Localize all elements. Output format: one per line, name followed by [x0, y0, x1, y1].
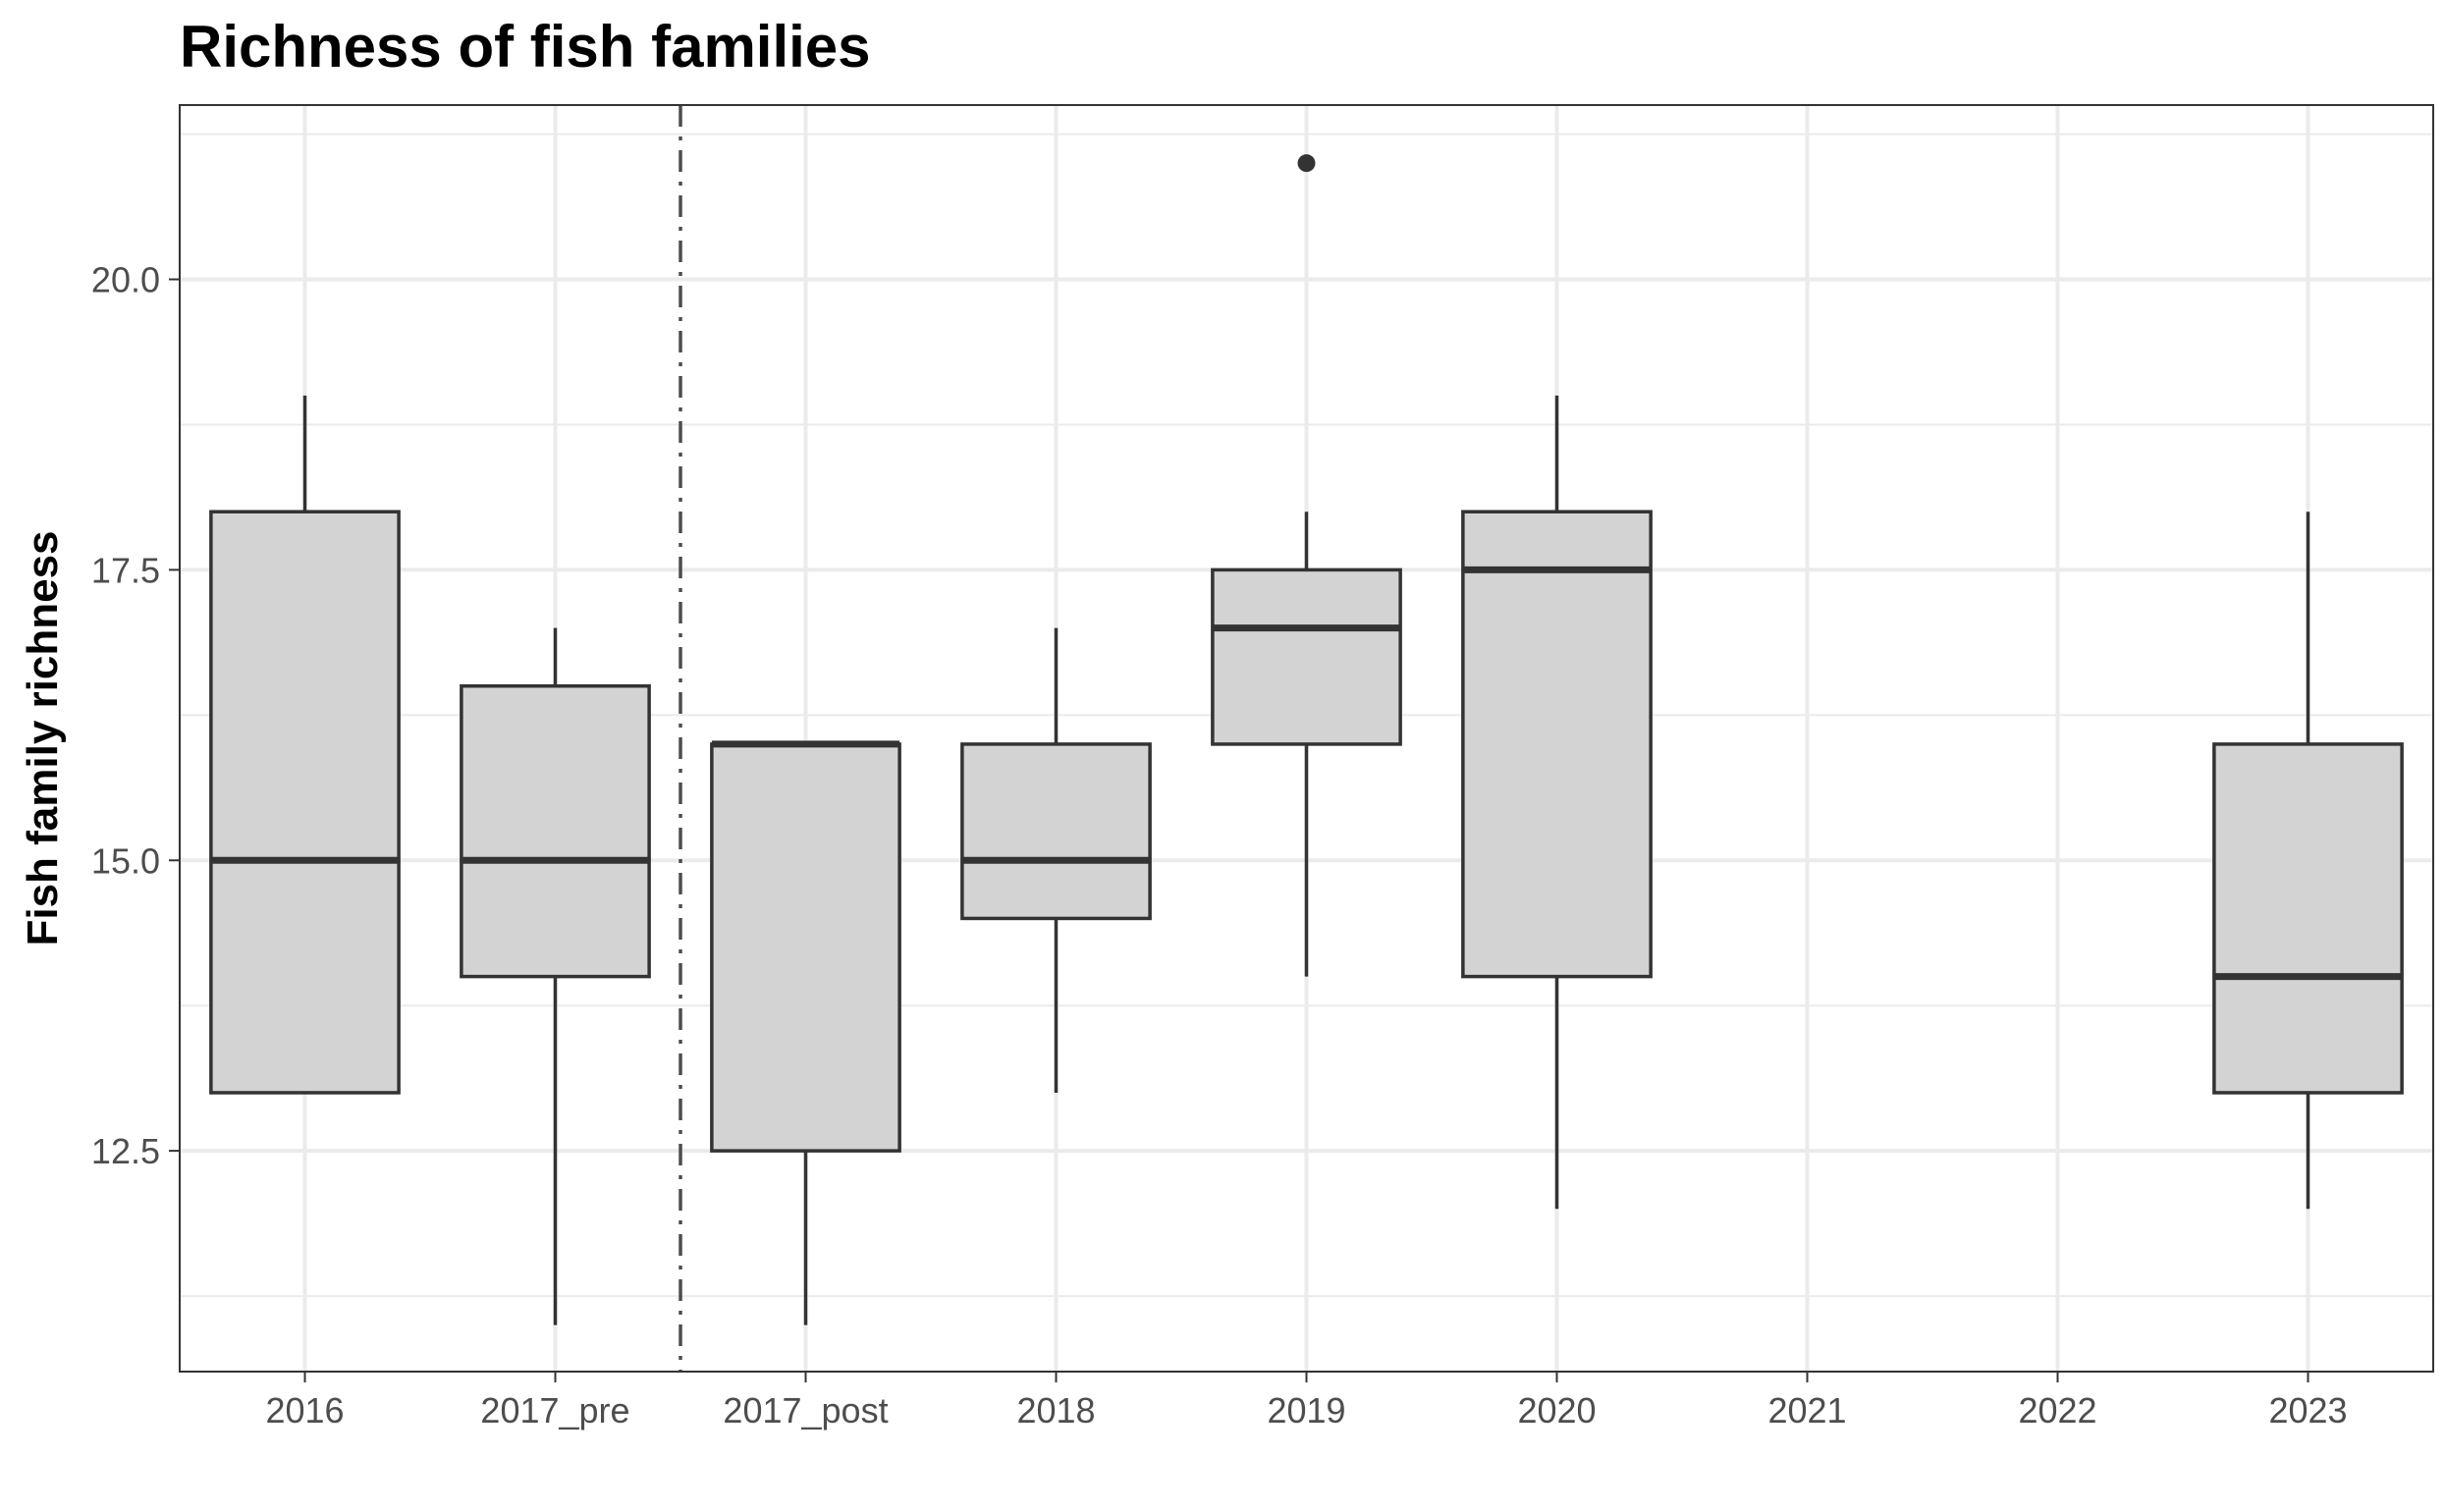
- box-2020: [1461, 395, 1653, 1210]
- box-body: [1211, 567, 1402, 746]
- box-2017_post: [710, 740, 901, 1325]
- box-2018: [960, 627, 1152, 1093]
- y-tick-label: 20.0: [91, 260, 160, 300]
- y-tick-label: 12.5: [91, 1131, 160, 1171]
- x-tick-label: 2017_post: [723, 1390, 888, 1431]
- box-body: [960, 742, 1152, 921]
- x-tick-label: 2022: [2018, 1390, 2096, 1431]
- y-tick-label: 17.5: [91, 550, 160, 590]
- outlier-point: [1297, 154, 1316, 173]
- x-tick-label: 2019: [1267, 1390, 1345, 1431]
- box-body: [209, 510, 401, 1095]
- x-tick-label: 2017_pre: [480, 1390, 629, 1431]
- box-2023: [2212, 512, 2404, 1210]
- y-axis-label: Fish family richness: [19, 530, 67, 945]
- y-tick-label: 15.0: [91, 840, 160, 881]
- box-2016: [209, 395, 401, 1095]
- boxes-group: [209, 154, 2404, 1325]
- x-tick-label: 2018: [1016, 1390, 1095, 1431]
- box-body: [710, 742, 901, 1153]
- box-body: [1461, 510, 1653, 979]
- box-body: [2212, 742, 2404, 1095]
- box-body: [460, 683, 651, 979]
- x-tick-label: 2020: [1517, 1390, 1596, 1431]
- axis-ticks: 12.5 15.0 17.5 20.0 2016 2017_pre 2017_post 201…: [91, 260, 2348, 1431]
- box-2017_pre: [460, 627, 651, 1325]
- chart-title: Richness of fish families: [180, 14, 871, 80]
- x-tick-label: 2023: [2268, 1390, 2347, 1431]
- x-tick-label: 2021: [1767, 1390, 1846, 1431]
- x-tick-label: 2016: [265, 1390, 344, 1431]
- box-2019: [1211, 154, 1402, 977]
